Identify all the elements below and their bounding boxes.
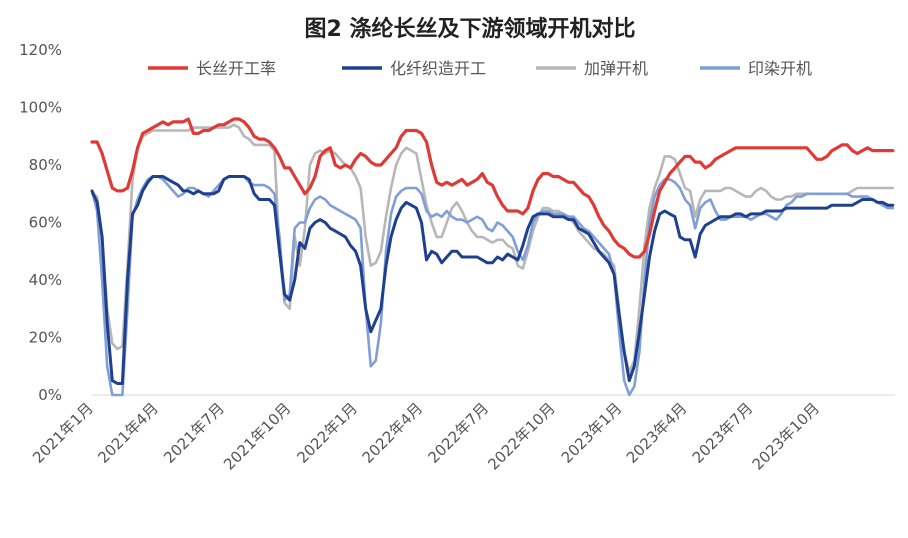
y-tick-label: 100% [19, 99, 62, 117]
series-layer [90, 117, 895, 397]
x-tick-label: 2022年10月 [484, 399, 558, 473]
series-line [90, 175, 895, 385]
legend-label: 加弹开机 [584, 59, 648, 78]
x-tick-label: 2023年7月 [689, 399, 757, 467]
series-line [90, 123, 895, 374]
x-tick-label: 2023年4月 [623, 399, 691, 467]
legend-label: 印染开机 [748, 59, 812, 78]
y-tick-label: 0% [38, 386, 62, 404]
y-tick-label: 60% [29, 214, 62, 232]
x-tick-label: 2023年1月 [558, 399, 626, 467]
y-axis: 0% 20% 40% 60% 80% 100% 120% [19, 41, 62, 404]
x-tick-label: 2022年4月 [359, 399, 427, 467]
chart-title: 图2 涤纶长丝及下游领域开机对比 [305, 16, 636, 42]
y-tick-label: 80% [29, 156, 62, 174]
x-tick-label: 2021年10月 [220, 399, 294, 473]
x-tick-label: 2023年10月 [749, 399, 823, 473]
x-tick-label: 2021年4月 [94, 399, 162, 467]
x-axis: 2021年1月2021年4月2021年7月2021年10月2022年1月2022… [29, 394, 895, 474]
legend-label: 化纤织造开工 [390, 59, 486, 78]
series-line [90, 175, 895, 397]
legend: 长丝开工率 化纤织造开工 加弹开机 印染开机 [148, 59, 812, 78]
y-tick-label: 120% [19, 41, 62, 59]
y-tick-label: 40% [29, 271, 62, 289]
x-tick-label: 2022年7月 [424, 399, 492, 467]
x-tick-label: 2021年1月 [29, 399, 97, 467]
y-tick-label: 20% [29, 329, 62, 347]
series-line [90, 117, 895, 259]
legend-label: 长丝开工率 [196, 59, 276, 78]
x-tick-label: 2022年1月 [293, 399, 361, 467]
x-tick-label: 2021年7月 [160, 399, 228, 467]
